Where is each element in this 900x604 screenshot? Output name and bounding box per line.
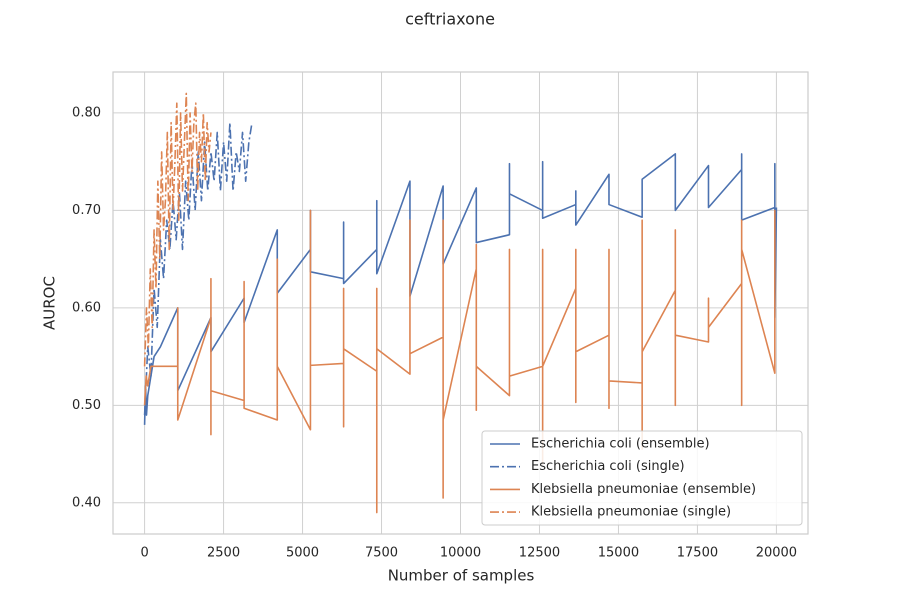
y-tick-label: 0.80 bbox=[72, 105, 101, 120]
y-axis-label: AUROC bbox=[41, 276, 59, 330]
x-tick-label: 0 bbox=[140, 546, 148, 561]
chart-title: ceftriaxone bbox=[405, 10, 495, 29]
series-line bbox=[143, 92, 212, 367]
y-tick-label: 0.60 bbox=[72, 300, 101, 315]
x-axis-label: Number of samples bbox=[388, 567, 535, 585]
y-tick-label: 0.50 bbox=[72, 398, 101, 413]
legend-box bbox=[481, 430, 803, 526]
legend-label: Escherichia coli (ensemble) bbox=[531, 437, 710, 452]
x-tick-label: 20000 bbox=[756, 546, 797, 561]
legend-label: Klebsiella pneumoniae (single) bbox=[531, 505, 731, 520]
x-tick-label: 10000 bbox=[440, 546, 481, 561]
x-tick-label: 15000 bbox=[598, 546, 639, 561]
x-tick-label: 7500 bbox=[365, 546, 398, 561]
x-tick-label: 5000 bbox=[286, 546, 319, 561]
x-tick-label: 2500 bbox=[207, 546, 240, 561]
series-line bbox=[143, 209, 776, 514]
legend-label: Escherichia coli (single) bbox=[531, 459, 685, 474]
y-tick-label: 0.40 bbox=[72, 495, 101, 510]
y-tick-label: 0.70 bbox=[72, 203, 101, 218]
x-tick-label: 12500 bbox=[519, 546, 560, 561]
plot-frame bbox=[112, 71, 809, 535]
legend-label: Klebsiella pneumoniae (ensemble) bbox=[531, 482, 756, 497]
x-tick-label: 17500 bbox=[677, 546, 718, 561]
legend: Escherichia coli (ensemble) Escherichia c… bbox=[481, 430, 803, 526]
